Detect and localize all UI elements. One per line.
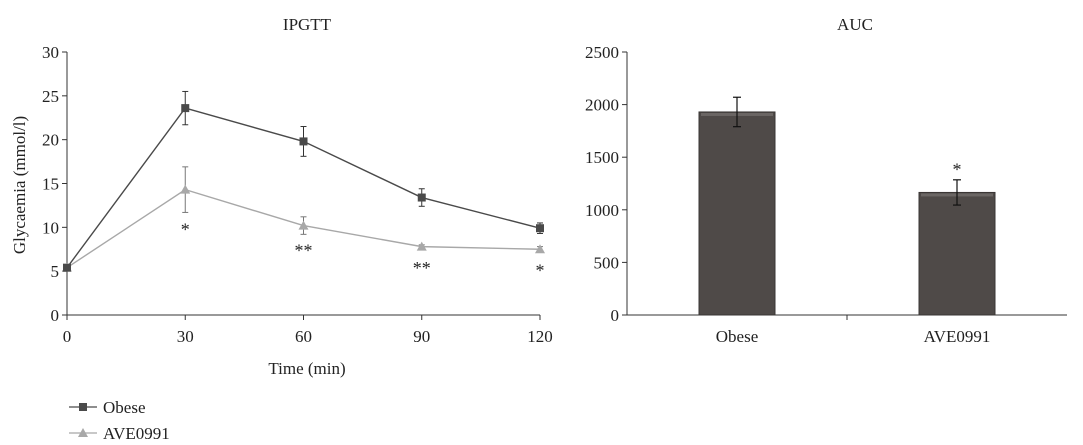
auc-axes: 0 500 1000 1500 2000 2500 Obese AVE0991 [585, 43, 1067, 346]
significance-marker: ** [413, 258, 431, 278]
auc-y-tick-label: 2500 [585, 43, 619, 62]
auc-chart: AUC 0 500 1000 1500 2000 2500 Obese AVE0991 * [585, 15, 1067, 346]
data-point-obese [536, 224, 544, 233]
ipgtt-y-tick-label: 25 [42, 87, 59, 106]
ipgtt-y-tick-label: 10 [42, 218, 59, 237]
ipgtt-legend: Obese AVE0991 [69, 398, 170, 443]
legend-triangle-marker-icon [78, 428, 88, 437]
ipgtt-x-tick-label: 0 [63, 327, 72, 346]
ipgtt-axes: 0 5 10 15 20 25 30 0 30 60 90 120 [42, 43, 553, 346]
legend-label-obese: Obese [103, 398, 145, 417]
data-point-obese [299, 137, 308, 146]
ipgtt-title: IPGTT [283, 15, 332, 34]
auc-plot-area: * [698, 96, 996, 316]
bar-ave0991 [918, 191, 996, 316]
auc-x-tick-label-ave0991: AVE0991 [924, 327, 991, 346]
legend-item-ave0991: AVE0991 [69, 424, 170, 443]
auc-y-tick-label: 500 [594, 253, 620, 272]
ipgtt-y-tick-label: 5 [51, 262, 60, 281]
ipgtt-x-tick-label: 90 [413, 327, 430, 346]
ipgtt-x-tick-label: 120 [527, 327, 553, 346]
ipgtt-y-tick-label: 0 [51, 306, 60, 325]
ipgtt-plot-area: ***** * [62, 90, 545, 281]
ipgtt-y-tick-label: 20 [42, 131, 59, 150]
auc-title: AUC [837, 15, 873, 34]
ipgtt-x-tick-label: 60 [295, 327, 312, 346]
auc-y-tick-label: 2000 [585, 96, 619, 115]
ipgtt-y-axis-label: Glycaemia (mmol/l) [10, 116, 29, 254]
significance-marker: * [181, 219, 190, 239]
data-point-obese [63, 263, 71, 272]
ipgtt-x-tick-label: 30 [177, 327, 194, 346]
ipgtt-chart: IPGTT Glycaemia (mmol/l) Time (min) 0 5 10… [10, 15, 553, 378]
significance-marker: * [953, 160, 962, 180]
data-point-ave0991 [298, 220, 309, 230]
legend-item-obese: Obese [69, 398, 145, 417]
legend-square-marker-icon [79, 403, 87, 411]
significance-marker: * [536, 261, 545, 281]
data-point-obese [417, 193, 426, 202]
bar-obese [698, 111, 776, 316]
auc-y-tick-label: 1500 [585, 148, 619, 167]
auc-y-tick-label: 0 [611, 306, 620, 325]
ipgtt-y-tick-label: 15 [42, 175, 59, 194]
auc-x-tick-label-obese: Obese [716, 327, 758, 346]
ipgtt-x-axis-label: Time (min) [268, 359, 345, 378]
data-point-ave0991 [180, 184, 191, 194]
auc-y-tick-label: 1000 [585, 201, 619, 220]
data-point-ave0991 [535, 244, 545, 254]
data-point-ave0991 [416, 241, 427, 251]
significance-marker: ** [295, 240, 313, 260]
ipgtt-y-tick-label: 30 [42, 43, 59, 62]
data-point-obese [181, 104, 190, 113]
legend-label-ave0991: AVE0991 [103, 424, 170, 443]
